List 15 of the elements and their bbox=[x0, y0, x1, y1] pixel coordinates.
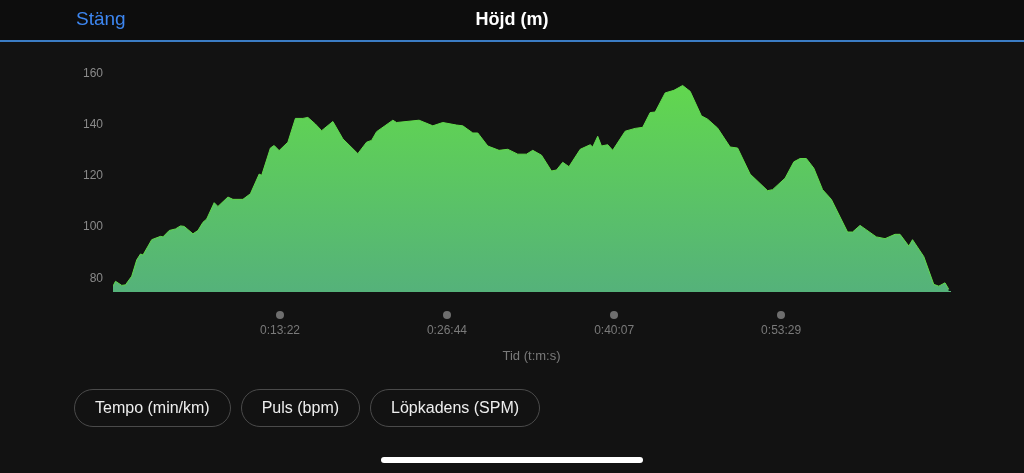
x-tick-label: 0:26:44 bbox=[426, 322, 468, 337]
y-tick-label: 120 bbox=[82, 168, 104, 183]
text: Puls (bpm) bbox=[240, 389, 361, 427]
y-tick-label: 140 bbox=[82, 117, 104, 132]
x-axis-title: Tid (t:m:s) bbox=[502, 347, 561, 363]
x-tick-label: 0:40:07 bbox=[594, 322, 635, 337]
x-tick-label: 0:53:29 bbox=[761, 322, 802, 337]
chart-title: Höjd (m) bbox=[475, 9, 549, 29]
y-tick-label: 80 bbox=[89, 270, 104, 285]
y-tick-label: 100 bbox=[82, 219, 104, 234]
text: Stäng bbox=[76, 8, 126, 30]
text: Tempo (min/km) bbox=[74, 389, 231, 427]
x-tick-label: 0:13:22 bbox=[259, 322, 301, 337]
text: Löpkadens (SPM) bbox=[370, 389, 541, 427]
y-tick-label: 160 bbox=[82, 66, 104, 81]
